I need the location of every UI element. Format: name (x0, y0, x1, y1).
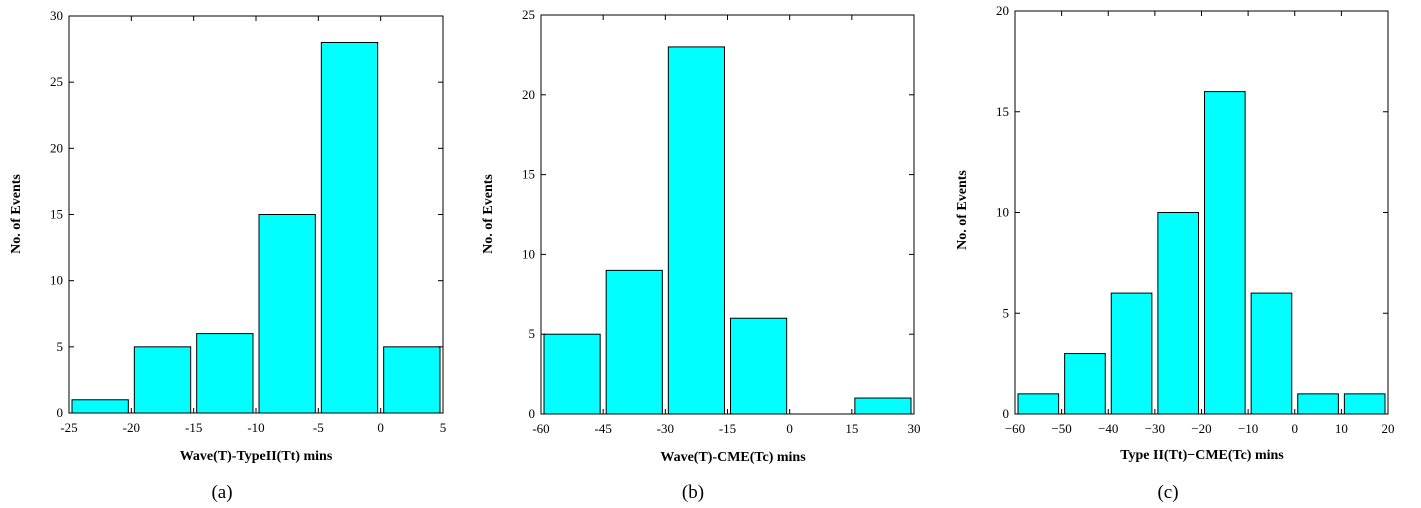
panel-c-bar-3 (1157, 212, 1199, 415)
panel-c-x-tick-label-1: −50 (1051, 421, 1071, 436)
panel-c-y-tick-label-3: 15 (996, 104, 1009, 119)
panel-b-bar-0 (543, 333, 601, 415)
panel-b: 0 5 10 15 20 25 -60 -45 -30 -15 0 15 30 Wave(T)-CME… (481, 7, 921, 503)
panel-c-bar-7 (1343, 393, 1386, 415)
panel-b-x-tick-label-1: -45 (594, 421, 611, 436)
panel-b-bar-2 (667, 46, 725, 415)
panel-b-y-tick-label-0: 0 (529, 406, 536, 421)
panel-b-bar-3 (730, 317, 788, 415)
panel-c-y-axis-label: No. of Events (955, 170, 970, 250)
panel-b-x-tick-label-4: 0 (786, 421, 793, 436)
panel-c: 0 5 10 15 20 −60 −50 −40 −30 −20 −10 0 10 20 Type II… (955, 3, 1395, 503)
panel-b-bar-5 (854, 397, 912, 415)
panel-a-x-tick-label-4: -5 (313, 420, 324, 435)
panel-b-x-axis-label: Wave(T)-CME(Tc) mins (660, 450, 806, 465)
panel-a-x-axis-label: Wave(T)-TypeII(Tt) mins (180, 449, 333, 464)
panel-a-bar-3 (258, 214, 316, 414)
panel-a-y-axis-label: No. of Events (9, 174, 24, 254)
panel-a-bar-0 (71, 399, 129, 414)
panel-c-x-tick-label-0: −60 (1005, 421, 1025, 436)
panel-a-bar-4 (320, 41, 379, 414)
panel-c-bar-2 (1110, 292, 1153, 415)
panel-c-x-axis-label: Type II(Tt)−CME(Tc) mins (1120, 448, 1284, 463)
panel-b-x-tick-label-2: -30 (657, 421, 674, 436)
panel-c-x-tick-label-2: −40 (1098, 421, 1118, 436)
panel-b-caption: (b) (682, 482, 704, 503)
panel-c-caption: (c) (1157, 482, 1178, 503)
panel-c-x-tick-label-6: 0 (1292, 421, 1299, 436)
panel-b-bars (543, 46, 912, 415)
panel-c-bar-0 (1017, 393, 1060, 415)
panel-a-bar-1 (133, 346, 192, 414)
panel-c-x-tick-label-4: −20 (1191, 421, 1211, 436)
panel-a-x-tick-label-1: -20 (123, 420, 140, 435)
panel-b-x-ticks: -60 -45 -30 -15 0 15 30 (532, 15, 921, 436)
panel-a-x-tick-label-2: -15 (185, 420, 202, 435)
panel-c-y-tick-label-4: 20 (996, 3, 1009, 18)
panel-c-x-tick-label-3: −30 (1145, 421, 1165, 436)
panel-a-y-tick-label-2: 10 (50, 273, 63, 288)
panel-c-x-tick-label-8: 20 (1382, 421, 1395, 436)
panel-b-y-axis-label: No. of Events (481, 174, 496, 254)
panel-a-bar-5 (383, 346, 441, 414)
panel-b-y-tick-label-5: 25 (522, 7, 535, 22)
panel-a-x-ticks: -25 -20 -15 -10 -5 0 5 (60, 16, 446, 435)
panel-b-y-ticks: 0 5 10 15 20 25 (522, 7, 914, 421)
panel-b-y-tick-label-4: 20 (522, 87, 535, 102)
panel-a-bar-2 (196, 333, 254, 414)
panel-a-y-tick-label-1: 5 (57, 339, 64, 354)
panel-c-bar-4 (1204, 91, 1246, 415)
panel-c-x-ticks: −60 −50 −40 −30 −20 −10 0 10 20 (1005, 11, 1395, 436)
panel-c-bar-1 (1064, 353, 1106, 415)
panel-a-x-tick-label-6: 5 (440, 420, 447, 435)
panel-c-y-tick-label-0: 0 (1003, 406, 1010, 421)
panel-c-bar-6 (1297, 393, 1339, 415)
panel-a-y-tick-label-0: 0 (57, 405, 64, 420)
panel-b-bar-1 (605, 269, 663, 415)
panel-a-y-tick-label-3: 15 (50, 207, 63, 222)
panel-c-x-tick-label-7: 10 (1335, 421, 1348, 436)
panel-a: 0 5 10 15 20 25 30 -25 -20 -15 -10 -5 0 5 Wave(T)-Ty… (9, 8, 446, 503)
panel-b-y-tick-label-2: 10 (522, 246, 535, 261)
panel-a-y-ticks: 0 5 10 15 20 25 30 (50, 8, 443, 420)
panel-a-x-tick-label-5: 0 (377, 420, 384, 435)
panel-c-x-tick-label-5: −10 (1238, 421, 1258, 436)
panel-c-y-ticks: 0 5 10 15 20 (996, 3, 1388, 421)
panel-b-x-tick-label-6: 30 (908, 421, 921, 436)
panel-a-x-tick-label-3: -10 (247, 420, 264, 435)
panel-a-bars (71, 41, 441, 414)
panel-b-y-tick-label-1: 5 (529, 326, 536, 341)
panel-c-y-tick-label-2: 10 (996, 205, 1009, 220)
panel-a-x-tick-label-0: -25 (60, 420, 77, 435)
panel-b-x-tick-label-0: -60 (532, 421, 549, 436)
panel-c-y-tick-label-1: 5 (1003, 305, 1010, 320)
panel-a-y-tick-label-6: 30 (50, 8, 63, 23)
panel-b-x-tick-label-5: 15 (845, 421, 858, 436)
panel-a-y-tick-label-5: 25 (50, 74, 63, 89)
panel-b-x-tick-label-3: -15 (719, 421, 736, 436)
panel-b-y-tick-label-3: 15 (522, 167, 535, 182)
panel-c-bars (1017, 91, 1386, 415)
panel-a-y-tick-label-4: 20 (50, 140, 63, 155)
panel-a-caption: (a) (211, 482, 232, 503)
panel-c-bar-5 (1250, 292, 1293, 415)
